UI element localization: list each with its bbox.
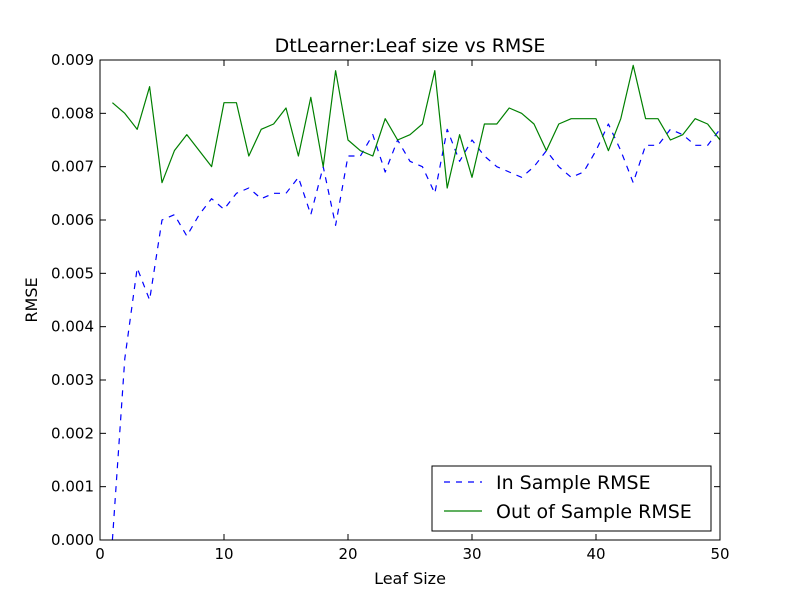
legend-label-out-of-sample: Out of Sample RMSE (496, 501, 692, 523)
series-line-in-sample (111, 123, 720, 540)
x-tick-label: 50 (710, 545, 729, 563)
series-line-out-of-sample (112, 64, 720, 189)
y-tick-label: 0.001 (51, 478, 94, 496)
chart-title: DtLearner:Leaf size vs RMSE (275, 35, 546, 57)
y-tick-label: 0.000 (51, 531, 94, 549)
x-tick-label: 30 (462, 545, 481, 563)
plot-frame (99, 59, 721, 541)
x-tick-label: 10 (214, 545, 233, 563)
x-tick-label: 0 (95, 545, 105, 563)
plot-area: 0 10 20 30 40 50 0.000 0.001 0.002 0.003 0.004 0.00… (51, 51, 730, 563)
legend: In Sample RMSE Out of Sample RMSE (431, 465, 712, 532)
x-axis-label: Leaf Size (374, 569, 446, 588)
y-tick-label: 0.007 (51, 158, 94, 176)
y-tick-label: 0.008 (51, 104, 94, 122)
x-tick-label: 20 (338, 545, 357, 563)
x-tick-label: 40 (586, 545, 605, 563)
legend-label-in-sample: In Sample RMSE (496, 472, 651, 494)
tick-layer: 0 10 20 30 40 50 0.000 0.001 0.002 0.003 0.004 0.00… (51, 51, 730, 563)
y-tick-label: 0.009 (51, 51, 94, 69)
y-tick-label: 0.006 (51, 211, 94, 229)
legend-box (431, 465, 712, 532)
y-tick-label: 0.002 (51, 424, 94, 442)
y-tick-label: 0.003 (51, 371, 94, 389)
series-layer (111, 64, 720, 540)
y-tick-label: 0.004 (51, 318, 94, 336)
y-tick-label: 0.005 (51, 264, 94, 282)
y-axis-label: RMSE (22, 277, 41, 322)
